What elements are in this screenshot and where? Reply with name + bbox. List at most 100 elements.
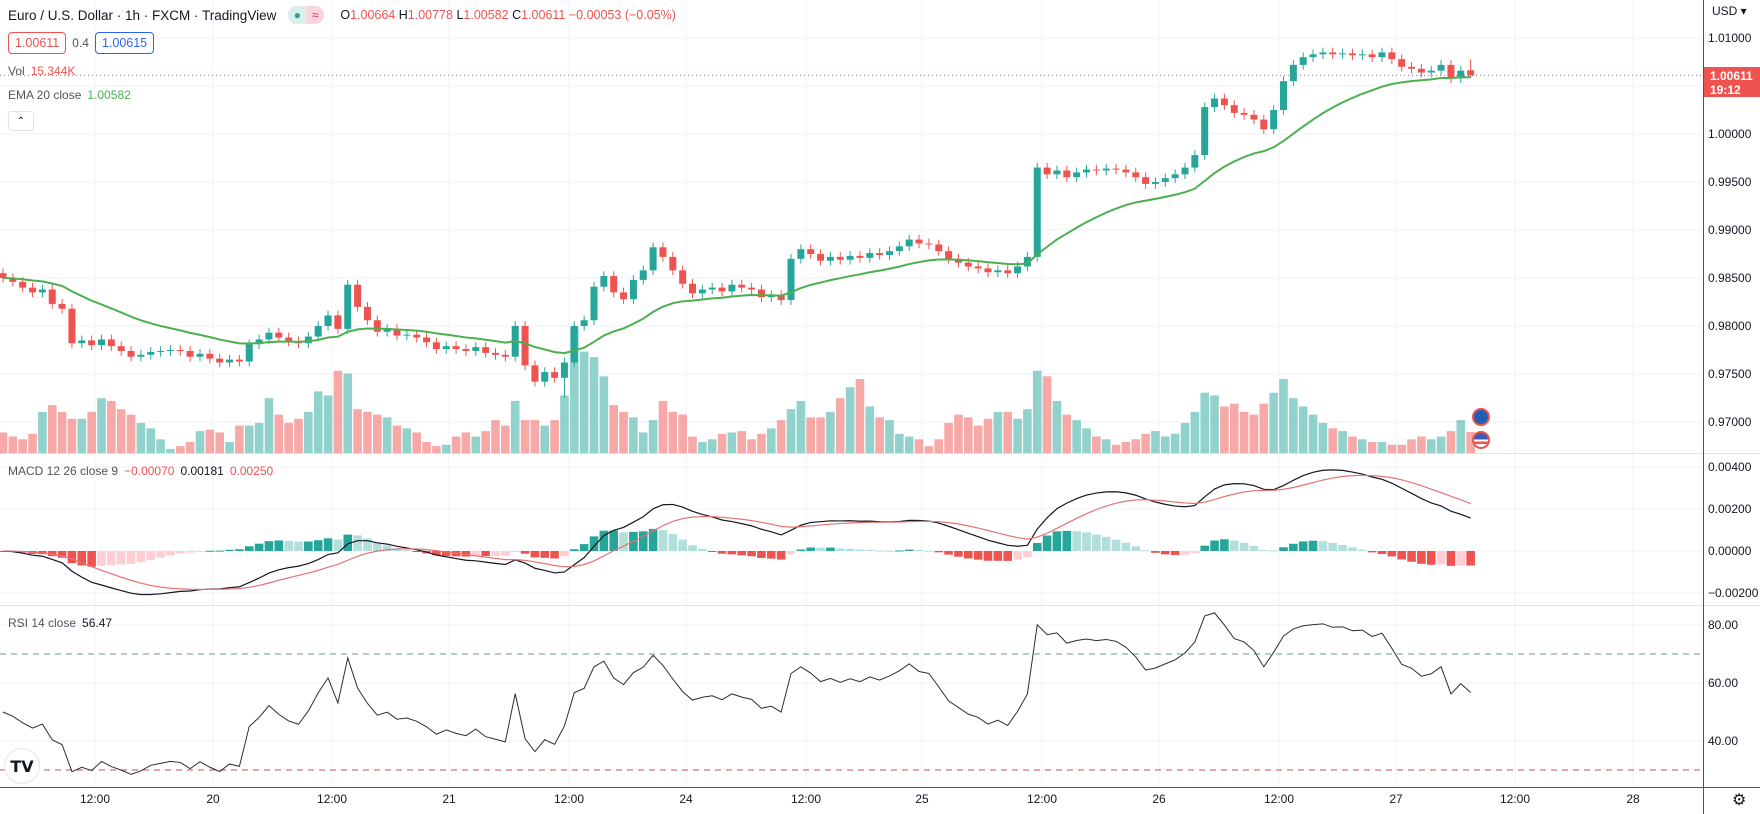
us-flag-icon[interactable] (1472, 431, 1490, 449)
volume-bar (432, 446, 441, 453)
bar-countdown: 19:12 (1710, 83, 1741, 97)
price-tick-label: 0.98500 (1708, 271, 1752, 285)
volume-bar (451, 436, 461, 453)
vol-label: Vol (8, 64, 25, 78)
low-label: L (456, 8, 464, 22)
macd-histogram-bar (914, 550, 924, 552)
volume-bar (1397, 444, 1406, 453)
macd-histogram-bar (638, 531, 648, 551)
volume-bar (107, 400, 116, 453)
candle-body (856, 255, 864, 258)
macd-histogram-bar (205, 550, 215, 552)
rsi-value: 56.47 (82, 616, 113, 630)
macd-histogram-bar (1082, 532, 1091, 551)
candle-body (117, 346, 125, 351)
macd-histogram-bar (510, 551, 520, 552)
candle-body (1329, 52, 1337, 55)
macd-histogram-bar (304, 541, 313, 551)
macd-histogram-bar (796, 549, 806, 551)
volume-bar (57, 411, 67, 453)
macd-histogram-bar (767, 551, 776, 559)
macd-signal-line (2, 474, 1471, 590)
macd-histogram-bar (432, 551, 441, 556)
macd-histogram-bar (1210, 540, 1219, 551)
ohlc-values: O1.00664 H1.00778 L1.00582 C1.00611 −0.0… (340, 8, 676, 22)
candle-body (817, 254, 825, 261)
volume-bar (471, 436, 481, 453)
sell-button[interactable]: 1.00611 (8, 32, 67, 54)
candle-body (1240, 112, 1248, 115)
macd-label: MACD 12 26 close 9 (8, 464, 119, 478)
replay-wave-icon: ≈ (306, 6, 325, 24)
time-tick-label: 12:00 (316, 792, 348, 806)
volume-bar (1121, 442, 1131, 453)
volume-bar (816, 417, 825, 453)
macd-hist-value: −0.00070 (124, 464, 175, 478)
candle-body (1151, 182, 1159, 184)
macd-tick-label: 0.00200 (1708, 502, 1752, 516)
candle-body (88, 340, 96, 346)
candle-body (216, 358, 224, 363)
macd-histogram-bar (1220, 539, 1229, 551)
candle-body (275, 332, 283, 338)
macd-histogram-bar (816, 547, 825, 551)
volume-bar (589, 357, 599, 453)
candle-body (718, 287, 726, 292)
candle-body (1004, 270, 1012, 274)
candle-body (413, 334, 421, 338)
volume-bar (599, 376, 609, 453)
candle-body (452, 346, 460, 350)
volume-bar (225, 442, 234, 453)
volume-bar (254, 422, 264, 453)
volume-legend[interactable]: Vol 15.344K (8, 64, 75, 78)
high-label: H (398, 8, 408, 22)
macd-histogram-bar (875, 550, 884, 552)
time-tick-label: 12:00 (1026, 792, 1058, 806)
macd-histogram-bar (116, 551, 126, 565)
rsi-legend[interactable]: RSI 14 close 56.47 (8, 616, 112, 630)
candle-body (0, 273, 7, 278)
macd-histogram-bar (382, 545, 392, 551)
volume-bar (304, 411, 313, 453)
symbol-title[interactable]: Euro / U.S. Dollar · 1h · FXCM · Trading… (8, 7, 277, 23)
volume-bar (146, 428, 156, 453)
time-tick-label: 25 (915, 792, 929, 806)
candle-body (925, 243, 933, 245)
macd-legend[interactable]: MACD 12 26 close 9 −0.00070 0.00181 0.00… (8, 464, 273, 478)
candle-body (994, 270, 1002, 273)
macd-histogram-bar (924, 550, 934, 552)
status-badge[interactable]: ● ≈ (288, 6, 325, 24)
macd-histogram-bar (87, 551, 96, 567)
eu-flag-icon[interactable] (1472, 408, 1490, 426)
macd-histogram-bar (1377, 551, 1387, 554)
volume-bar (1249, 414, 1259, 453)
macd-histogram-bar (648, 528, 658, 551)
macd-histogram-bar (855, 549, 865, 551)
trade-buttons: 1.00611 0.4 1.00615 (8, 32, 155, 54)
candle-body (649, 247, 657, 271)
volume-bar (993, 411, 1003, 453)
candle-body (393, 328, 401, 336)
candle-body (1447, 64, 1455, 79)
candle-body (807, 249, 815, 254)
macd-histogram-bar (1072, 531, 1081, 551)
close-label: C (512, 8, 522, 22)
tradingview-logo[interactable]: TV (4, 748, 40, 784)
buy-button[interactable]: 1.00615 (94, 32, 155, 54)
candle-body (1408, 66, 1416, 69)
volume-bar (461, 432, 471, 453)
candle-body (541, 372, 549, 382)
ema-legend[interactable]: EMA 20 close 1.00582 (8, 88, 131, 102)
time-tick-label: 20 (206, 792, 220, 806)
volume-bar (678, 414, 687, 453)
macd-histogram-bar (353, 535, 362, 551)
collapse-legend-button[interactable]: ⌃ (8, 111, 34, 131)
macd-histogram-bar (1259, 549, 1269, 551)
currency-selector[interactable]: USD ▾ (1712, 4, 1747, 18)
settings-gear-icon[interactable]: ⚙ (1732, 792, 1747, 809)
candle-body (383, 328, 391, 332)
volume-bar (274, 414, 284, 453)
macd-histogram-bar (698, 548, 707, 551)
grid-lines (0, 0, 1703, 787)
